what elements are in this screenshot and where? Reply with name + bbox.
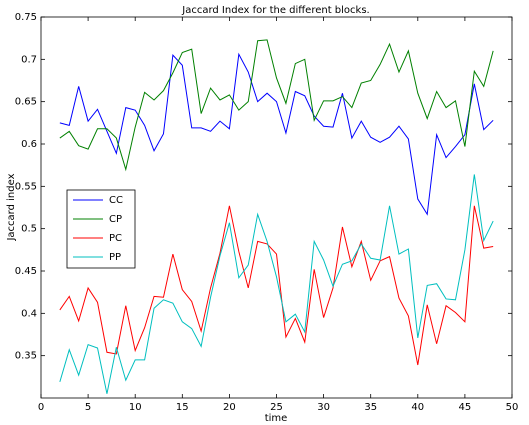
x-tick-label: 5 [85,402,91,413]
y-axis-label: Jaccard index [6,173,17,241]
legend-label: CC [109,195,123,206]
y-tick-label: 0.7 [21,54,37,65]
x-tick-label: 15 [176,402,189,413]
y-tick-label: 0.75 [15,12,37,23]
y-tick-label: 0.35 [15,351,37,362]
legend-label: CP [109,214,122,225]
y-tick-label: 0.55 [15,181,37,192]
series-line [59,174,494,394]
x-tick-label: 35 [364,402,377,413]
x-tick-label: 50 [506,402,519,413]
x-axis-label: time [265,413,288,424]
series-line [59,205,494,366]
chart-title: Jaccard Index for the different blocks. [181,5,369,16]
legend-box [66,189,136,269]
x-tick-label: 0 [38,402,44,413]
legend-label: PC [109,233,122,244]
x-tick-label: 20 [223,402,236,413]
x-tick-label: 10 [129,402,142,413]
y-tick-label: 0.45 [15,266,37,277]
x-tick-label: 30 [317,402,330,413]
y-tick-label: 0.65 [15,97,37,108]
y-tick-label: 0.4 [21,308,37,319]
x-tick-label: 40 [411,402,424,413]
legend-label: PP [109,252,121,263]
series-line [59,52,494,216]
x-tick-label: 25 [270,402,283,413]
y-tick-label: 0.5 [21,224,37,235]
x-tick-label: 45 [459,402,472,413]
series-line [59,39,494,172]
y-tick-label: 0.6 [21,139,37,150]
